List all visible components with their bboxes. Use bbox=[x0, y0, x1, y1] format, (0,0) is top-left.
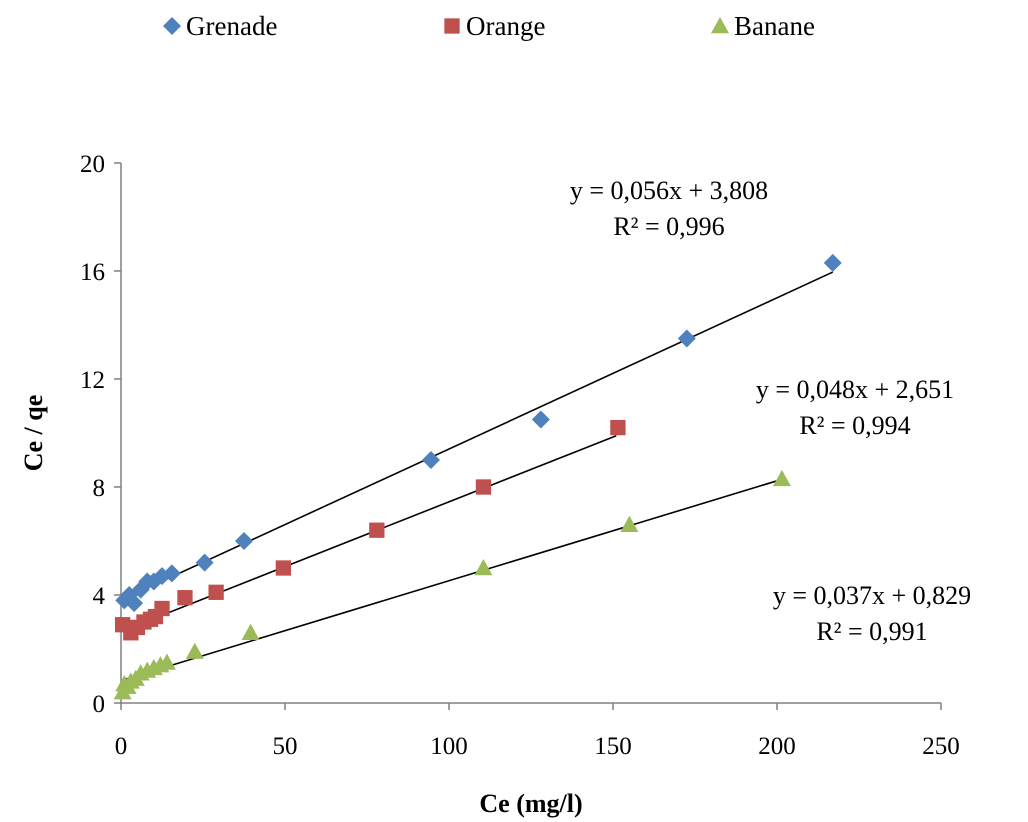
trendline-banane bbox=[124, 479, 781, 681]
y-tick-label: 8 bbox=[93, 475, 106, 502]
y-tick-label: 4 bbox=[93, 583, 106, 610]
data-point-orange bbox=[208, 584, 224, 600]
x-tick-label: 0 bbox=[115, 733, 128, 760]
data-point-banane bbox=[241, 623, 260, 640]
x-tick-label: 200 bbox=[758, 733, 796, 760]
data-point-banane bbox=[474, 559, 493, 576]
data-point-orange bbox=[475, 479, 492, 495]
axes bbox=[120, 163, 941, 704]
x-tick-label: 50 bbox=[273, 733, 298, 760]
data-point-orange bbox=[369, 522, 385, 538]
legend: Grenade Orange Banane bbox=[163, 11, 815, 41]
trendline-r2-orange: R² = 0,994 bbox=[799, 411, 910, 440]
trendline-grenade bbox=[123, 271, 834, 600]
data-point-banane bbox=[772, 469, 791, 487]
data-point-banane bbox=[185, 642, 204, 659]
y-axis-title: Ce / qe bbox=[19, 395, 48, 472]
data-point-orange bbox=[275, 560, 292, 576]
data-point-banane bbox=[620, 515, 639, 532]
trendlines bbox=[123, 271, 834, 681]
trendline-r2-banane: R² = 0,991 bbox=[816, 617, 927, 646]
x-axis-title: Ce (mg/l) bbox=[479, 789, 582, 818]
trendline-equation-banane: y = 0,037x + 0,829 bbox=[773, 581, 971, 610]
legend-marker-orange bbox=[444, 18, 460, 34]
legend-label-grenade: Grenade bbox=[186, 11, 277, 41]
legend-marker-banane bbox=[711, 17, 729, 34]
y-tick-label: 0 bbox=[93, 691, 106, 718]
data-point-grenade bbox=[125, 594, 144, 613]
legend-label-banane: Banane bbox=[734, 11, 815, 41]
data-point-grenade bbox=[162, 564, 181, 583]
x-tick-label: 100 bbox=[430, 733, 468, 760]
x-tick-label: 150 bbox=[594, 733, 632, 760]
data-point-grenade bbox=[823, 253, 842, 272]
data-point-grenade bbox=[195, 553, 214, 572]
trendline-equation-orange: y = 0,048x + 2,651 bbox=[756, 375, 954, 404]
data-point-orange bbox=[177, 590, 193, 606]
data-point-grenade bbox=[235, 532, 253, 550]
trendline-equation-grenade: y = 0,056x + 3,808 bbox=[570, 176, 768, 205]
data-point-banane bbox=[157, 653, 176, 670]
ticks: 0 50 100 150 200 250 0 4 8 12 16 20 bbox=[80, 151, 960, 760]
data-point-grenade bbox=[421, 451, 440, 469]
trendline-r2-grenade: R² = 0,996 bbox=[613, 212, 724, 241]
data-point-orange bbox=[154, 600, 170, 617]
data-points bbox=[113, 253, 842, 700]
y-tick-label: 20 bbox=[80, 151, 105, 178]
y-tick-label: 12 bbox=[80, 367, 105, 394]
y-tick-label: 16 bbox=[80, 259, 105, 286]
data-point-grenade bbox=[531, 410, 550, 429]
x-tick-label: 250 bbox=[922, 733, 960, 760]
legend-marker-grenade bbox=[163, 17, 181, 35]
data-point-grenade bbox=[677, 329, 696, 348]
data-point-orange bbox=[610, 419, 626, 436]
trendline-equations: y = 0,056x + 3,808 R² = 0,996 y = 0,048x +… bbox=[570, 176, 971, 646]
legend-label-orange: Orange bbox=[466, 11, 545, 41]
